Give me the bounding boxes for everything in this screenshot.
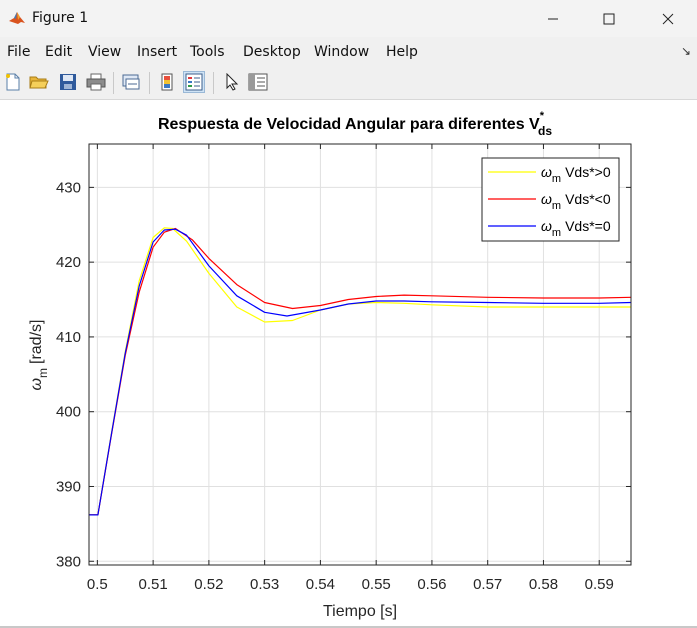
figure-toolbar xyxy=(0,67,697,100)
series-line-vds0 xyxy=(89,228,632,516)
menu-insert[interactable]: Insert xyxy=(137,44,178,60)
series-line-vds0 xyxy=(89,227,631,516)
x-tick-label: 0.55 xyxy=(362,576,391,593)
new-figure-button[interactable] xyxy=(2,71,24,93)
menu-view[interactable]: View xyxy=(88,44,122,60)
menu-window[interactable]: Window xyxy=(314,44,370,60)
minimize-icon xyxy=(548,18,558,19)
y-tick-label: 410 xyxy=(56,329,81,346)
new-figure-icon xyxy=(6,73,20,91)
legend-label: ωm Vds*<0 xyxy=(541,191,611,212)
x-tick-label: 0.5 xyxy=(87,576,108,593)
window-titlebar: Figure 1 xyxy=(0,0,697,37)
menu-file[interactable]: File xyxy=(7,44,31,60)
open-file-button[interactable] xyxy=(28,71,50,93)
print-button[interactable] xyxy=(85,71,107,93)
x-tick-label: 0.52 xyxy=(194,576,223,593)
minimize-button[interactable] xyxy=(524,0,582,37)
menu-help[interactable]: Help xyxy=(386,44,418,60)
matlab-logo-icon xyxy=(9,12,25,24)
axis-ticks: 0.5 0.51 0.52 0.53 0.54 0.55 0.56 0.57 0.58 0.59 3… xyxy=(56,144,631,593)
x-tick-label: 0.56 xyxy=(417,576,446,593)
menu-tools[interactable]: Tools xyxy=(190,44,225,60)
toolbar-separator xyxy=(213,72,214,94)
chart-legend[interactable]: ωm Vds*>0 ωm Vds*<0 ωm Vds*=0 xyxy=(481,157,620,242)
menu-edit[interactable]: Edit xyxy=(45,44,73,60)
close-icon xyxy=(662,13,674,24)
x-tick-label: 0.58 xyxy=(529,576,558,593)
x-axis-label: Tiempo [s] xyxy=(323,603,397,620)
property-inspector-button[interactable] xyxy=(247,71,269,93)
plot-series xyxy=(89,227,632,516)
insert-legend-button[interactable] xyxy=(183,71,205,93)
insert-colorbar-button[interactable] xyxy=(156,71,178,93)
window-title: Figure 1 xyxy=(32,10,89,26)
edit-plot-arrow-icon xyxy=(226,73,239,91)
legend-label: ωm Vds*>0 xyxy=(541,164,611,185)
window-bottom-border xyxy=(0,626,697,628)
insert-legend-icon xyxy=(185,73,203,91)
maximize-button[interactable] xyxy=(580,0,638,37)
line-chart[interactable]: 0.5 0.51 0.52 0.53 0.54 0.55 0.56 0.57 0.58 0.59 3… xyxy=(0,100,697,626)
toolbar-separator xyxy=(149,72,150,94)
open-file-icon xyxy=(29,76,49,89)
dock-arrow-icon[interactable]: ↘ xyxy=(680,44,691,58)
link-plot-button[interactable] xyxy=(120,71,142,93)
insert-colorbar-icon xyxy=(161,73,173,91)
menu-desktop[interactable]: Desktop xyxy=(243,44,301,60)
y-tick-label: 420 xyxy=(56,254,81,271)
menubar: File Edit View Insert Tools Desktop Wind… xyxy=(0,40,697,64)
x-tick-label: 0.57 xyxy=(473,576,502,593)
y-tick-label: 390 xyxy=(56,478,81,495)
link-plot-icon xyxy=(122,74,140,90)
x-tick-label: 0.53 xyxy=(250,576,279,593)
x-tick-label: 0.59 xyxy=(585,576,614,593)
y-tick-label: 400 xyxy=(56,404,81,421)
legend-label: ωm Vds*=0 xyxy=(541,218,611,239)
property-inspector-icon xyxy=(248,73,268,91)
maximize-icon xyxy=(603,13,615,24)
series-line-vds0 xyxy=(89,227,632,516)
chart-title: Respuesta de Velocidad Angular para dife… xyxy=(158,110,552,138)
y-tick-label: 380 xyxy=(56,553,81,570)
save-icon xyxy=(60,74,76,90)
y-tick-label: 430 xyxy=(56,179,81,196)
x-tick-label: 0.54 xyxy=(306,576,335,593)
axes-box xyxy=(88,143,632,566)
toolbar-separator xyxy=(113,72,114,94)
close-button[interactable] xyxy=(639,0,697,37)
edit-plot-button[interactable] xyxy=(221,71,243,93)
y-axis-label: ωm[rad/s] xyxy=(28,320,50,391)
save-button[interactable] xyxy=(57,71,79,93)
legend-entries: ωm Vds*>0 ωm Vds*<0 ωm Vds*=0 xyxy=(488,164,611,239)
print-icon xyxy=(86,73,106,91)
x-tick-label: 0.51 xyxy=(139,576,168,593)
